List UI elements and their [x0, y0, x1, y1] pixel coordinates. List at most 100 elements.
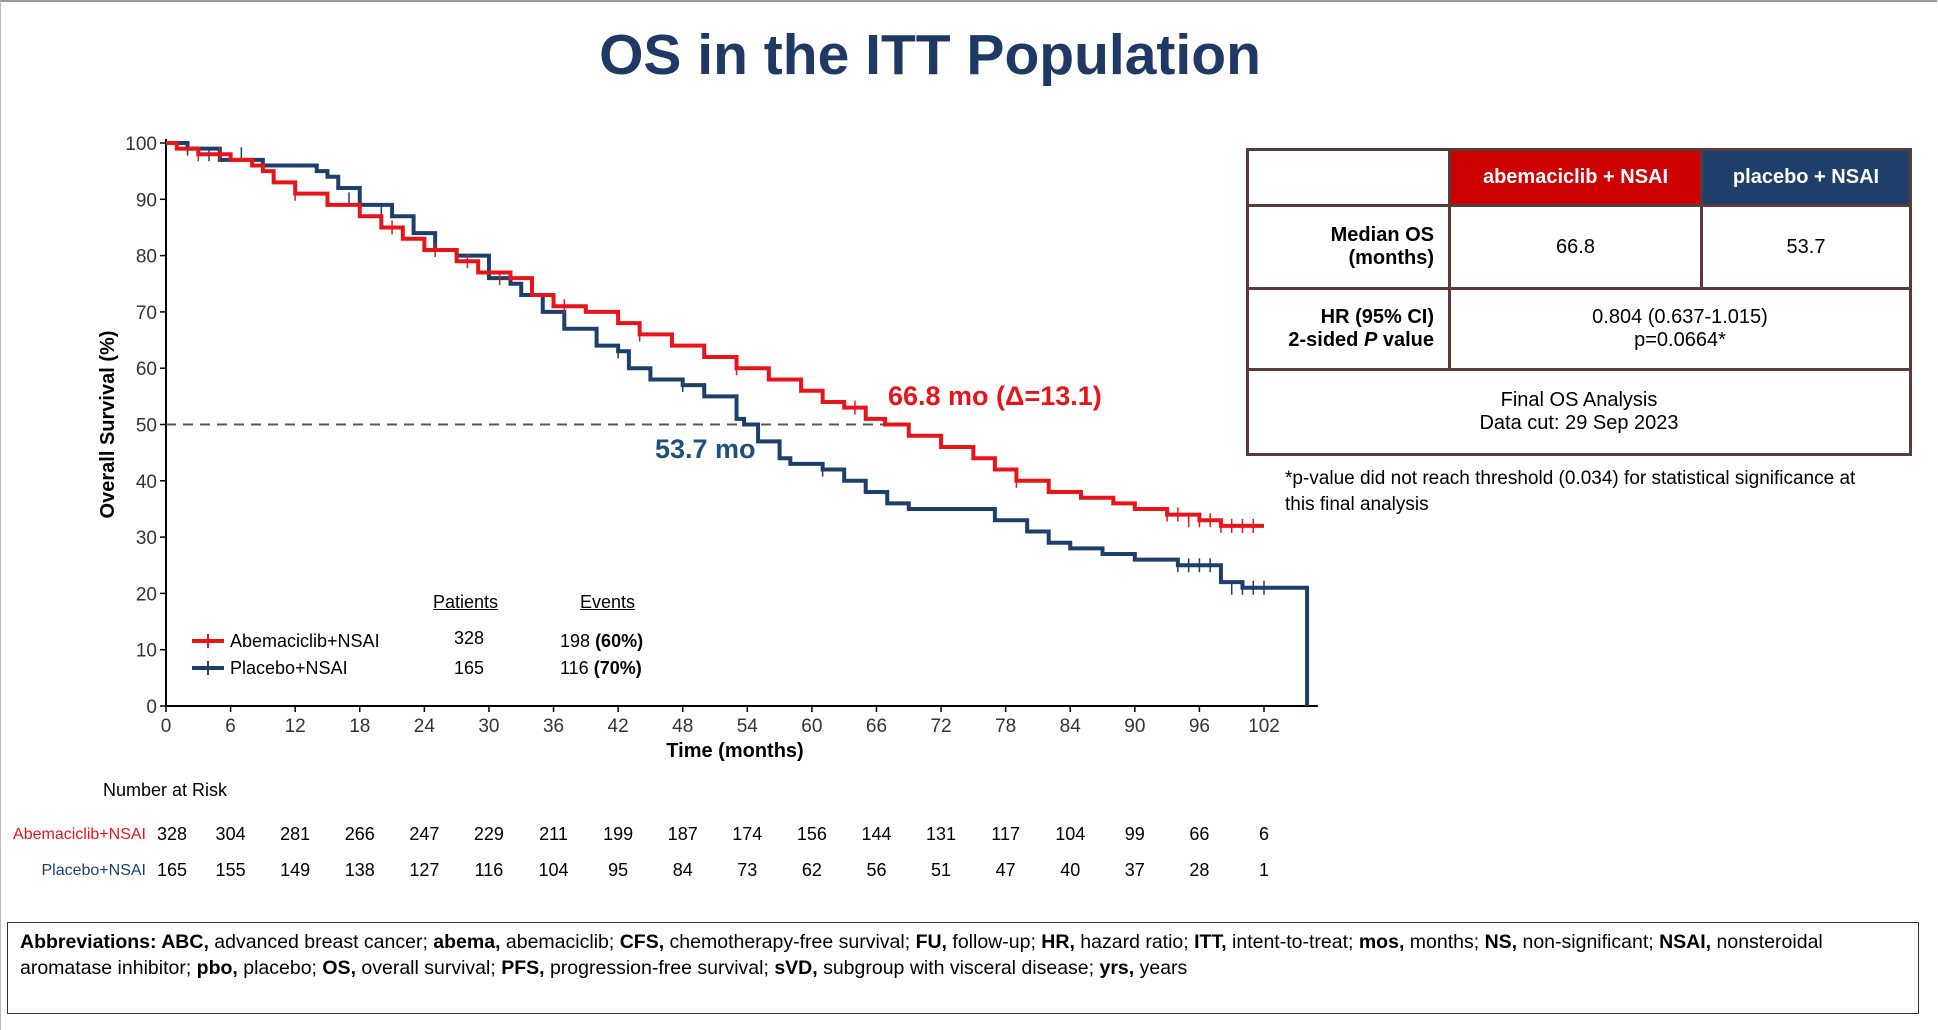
annotation-abema-median: 66.8 mo (Δ=13.1) [888, 381, 1102, 411]
abbr-term: HR, [1041, 931, 1075, 953]
x-tick-label: 24 [414, 716, 436, 737]
y-tick-label: 40 [136, 472, 157, 493]
y-tick-label: 20 [136, 584, 157, 605]
legend-marker-placebo [192, 661, 224, 675]
abbr-term: NSAI, [1659, 931, 1712, 953]
legend-label-abema: Abemaciclib+NSAI [230, 631, 380, 651]
nar-value: 149 [280, 860, 311, 880]
final-analysis-cell: Final OS Analysis Data cut: 29 Sep 2023 [1246, 368, 1912, 456]
x-tick-label: 30 [478, 716, 499, 737]
abbr-definition: intent-to-treat; [1226, 931, 1359, 953]
events-n: 116 [560, 658, 589, 678]
legend-patients-abema: 328 [454, 628, 485, 648]
p-value: p=0.0664* [1634, 329, 1726, 351]
nar-value: 229 [473, 824, 504, 844]
abbr-definition: overall survival; [355, 957, 502, 979]
x-tick-label: 54 [737, 716, 759, 737]
abbr-definition: months; [1404, 931, 1485, 953]
legend-label-placebo: Placebo+NSAI [230, 658, 348, 678]
abbreviations-box: Abbreviations: ABC, advanced breast canc… [7, 922, 1919, 1014]
nar-row-label: Placebo+NSAI [41, 862, 146, 879]
x-axis-label: Time (months) [666, 740, 803, 762]
abbr-definition: follow-up; [946, 931, 1042, 953]
median-os-label: Median OS (months) [1246, 204, 1451, 290]
median-os-abema: 66.8 [1448, 204, 1703, 290]
x-tick-label: 42 [608, 716, 629, 737]
results-table: abemaciclib + NSAI placebo + NSAI Median… [1246, 148, 1912, 456]
nar-value: 165 [156, 860, 188, 880]
x-tick-label: 36 [543, 716, 564, 737]
abbr-term: sVD, [774, 957, 818, 979]
nar-value: 127 [409, 860, 440, 880]
survival-curve-abemaciclib-nsai [166, 141, 1264, 528]
x-tick-label: 12 [285, 716, 306, 737]
abbr-term: ABC, [161, 931, 209, 953]
col-header-placebo: placebo + NSAI [1700, 148, 1912, 207]
y-tick-label: 100 [125, 134, 157, 155]
x-tick-label: 102 [1248, 716, 1280, 737]
nar-value: 281 [280, 824, 311, 844]
x-tick-label: 96 [1189, 716, 1210, 737]
abbr-term: abema, [433, 931, 501, 953]
abbr-term: CFS, [619, 931, 665, 953]
nar-value: 84 [672, 860, 693, 880]
x-tick-label: 18 [349, 716, 370, 737]
nar-value: 56 [866, 860, 887, 880]
y-tick-label: 50 [136, 416, 157, 437]
nar-value: 247 [409, 824, 440, 844]
nar-value: 104 [1055, 824, 1086, 844]
nar-value: 66 [1189, 824, 1210, 844]
nar-value: 116 [474, 860, 504, 880]
nar-value: 131 [926, 824, 957, 844]
abbr-definition: progression-free survival; [544, 957, 775, 979]
nar-value: 174 [732, 824, 763, 844]
x-tick-label: 48 [672, 716, 693, 737]
x-tick-label: 90 [1124, 716, 1145, 737]
slide-title: OS in the ITT Population [599, 23, 1261, 87]
nar-value: 40 [1060, 860, 1081, 880]
number-at-risk-title: Number at Risk [103, 780, 228, 800]
x-tick-label: 6 [225, 716, 236, 737]
abbr-definition: chemotherapy-free survival; [664, 931, 916, 953]
nar-value: 51 [931, 860, 952, 880]
abbr-definition: advanced breast cancer; [208, 931, 434, 953]
y-tick-label: 80 [136, 247, 157, 268]
nar-value: 187 [667, 824, 698, 844]
abbreviations-heading: Abbreviations: [20, 931, 162, 953]
nar-value: 28 [1189, 860, 1210, 880]
nar-value: 266 [344, 824, 375, 844]
abbr-definition: years [1134, 957, 1188, 979]
abbr-definition: non-significant; [1517, 931, 1660, 953]
table-corner [1246, 148, 1451, 207]
y-tick-label: 90 [136, 190, 157, 211]
events-n: 198 [560, 631, 591, 651]
x-tick-label: 78 [995, 716, 1016, 737]
abbr-term: mos, [1358, 931, 1405, 953]
nar-value: 104 [538, 860, 569, 880]
x-tick-label: 60 [801, 716, 822, 737]
x-tick-label: 72 [930, 716, 951, 737]
y-axis-label: Overall Survival (%) [97, 331, 119, 519]
nar-value: 95 [608, 860, 629, 880]
nar-value: 144 [861, 824, 892, 844]
legend-marker-abema [192, 634, 224, 648]
hr-value: 0.804 (0.637-1.015) p=0.0664* [1448, 287, 1912, 371]
nar-value: 62 [801, 860, 822, 880]
x-tick-label: 66 [866, 716, 887, 737]
abbr-definition: subgroup with visceral disease; [817, 957, 1100, 979]
nar-value: 138 [344, 860, 375, 880]
y-tick-label: 70 [136, 303, 157, 324]
legend-events-header: Events [580, 592, 636, 612]
events-pct: (70%) [593, 658, 642, 678]
legend-events-abema: 198 (60%) [560, 631, 643, 652]
abbr-definition: abemaciclib; [500, 931, 620, 953]
annotation-placebo-median: 53.7 mo [655, 434, 756, 464]
abbr-term: pbo, [196, 957, 238, 979]
abbr-definition: nonsteroidal aromatase inhibitor; [20, 931, 1823, 979]
nar-value: 156 [796, 824, 827, 844]
y-tick-label: 30 [136, 528, 157, 549]
y-tick-label: 10 [136, 641, 157, 662]
legend-events-placebo: 116 (70%) [560, 658, 642, 679]
nar-value: 155 [215, 860, 246, 880]
